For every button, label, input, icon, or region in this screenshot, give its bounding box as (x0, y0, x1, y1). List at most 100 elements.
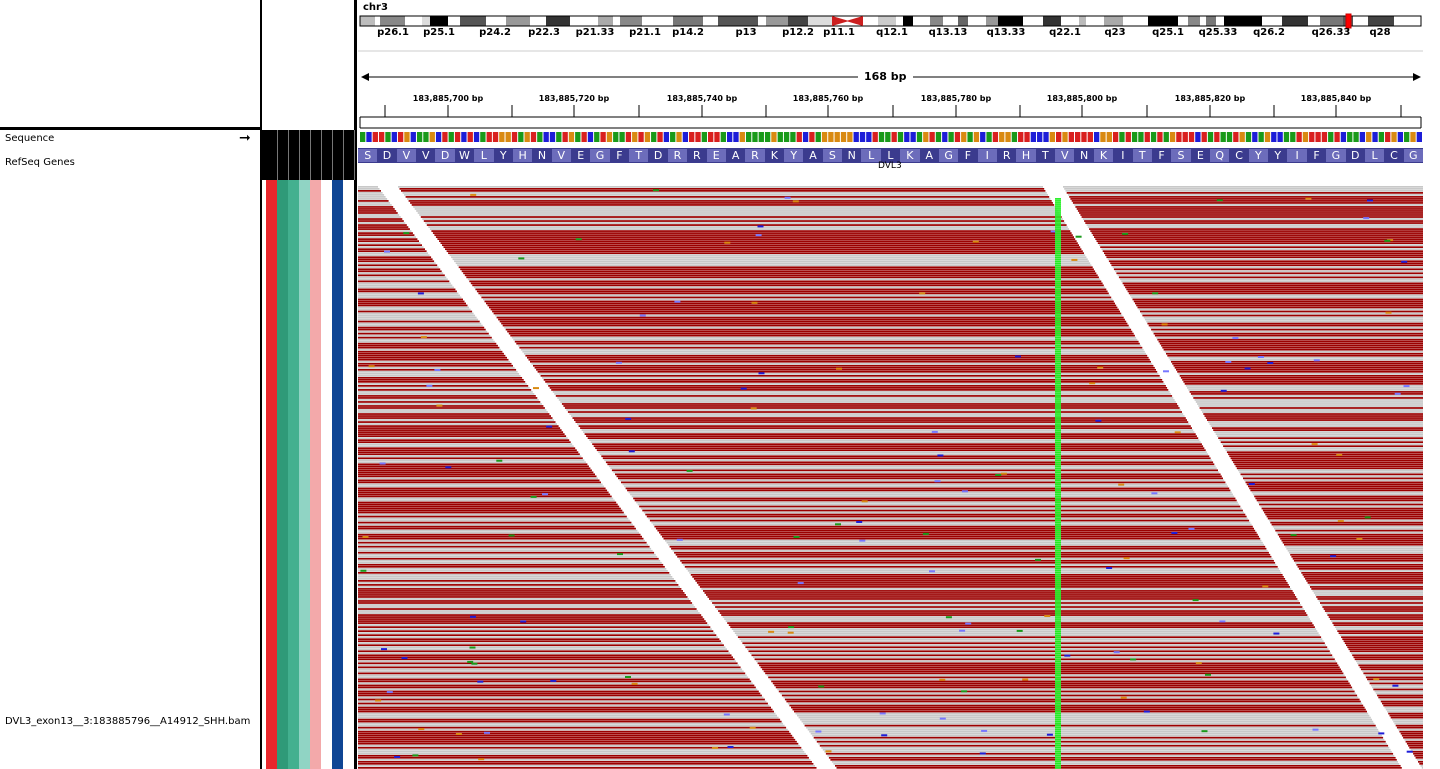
read[interactable] (434, 234, 1073, 236)
read[interactable] (1382, 702, 1423, 705)
base-block[interactable] (935, 132, 942, 142)
variant-base[interactable] (1055, 666, 1061, 669)
read[interactable] (1123, 284, 1423, 287)
read[interactable] (1321, 604, 1423, 606)
read[interactable] (1153, 332, 1423, 335)
read[interactable] (358, 754, 808, 757)
read[interactable] (1148, 324, 1423, 327)
read[interactable] (358, 748, 803, 751)
variant-base[interactable] (1055, 433, 1061, 435)
read[interactable] (1152, 330, 1423, 333)
read[interactable] (686, 567, 1279, 570)
read[interactable] (358, 344, 498, 347)
read[interactable] (1105, 254, 1423, 257)
base-block[interactable] (473, 132, 480, 142)
variant-base[interactable] (1055, 350, 1061, 353)
read[interactable] (358, 730, 790, 733)
base-block[interactable] (448, 132, 454, 142)
variant-base[interactable] (1055, 690, 1061, 693)
read[interactable] (358, 220, 404, 222)
read[interactable] (358, 483, 603, 486)
read[interactable] (1169, 358, 1423, 361)
variant-base[interactable] (1055, 338, 1061, 341)
read[interactable] (1308, 584, 1423, 586)
base-block[interactable] (999, 132, 1005, 142)
read[interactable] (1214, 431, 1423, 433)
read[interactable] (358, 734, 793, 737)
read[interactable] (1369, 682, 1423, 685)
variant-base[interactable] (1055, 517, 1061, 520)
read[interactable] (358, 489, 608, 492)
read[interactable] (443, 246, 1081, 249)
base-block[interactable] (1011, 132, 1018, 142)
read[interactable] (358, 762, 814, 765)
base-block[interactable] (992, 132, 999, 142)
read[interactable] (358, 652, 730, 655)
read[interactable] (1080, 214, 1423, 216)
read[interactable] (1177, 370, 1423, 373)
variant-base[interactable] (1055, 724, 1061, 727)
ideogram-band[interactable] (1282, 16, 1308, 26)
base-block[interactable] (1043, 132, 1049, 142)
base-block[interactable] (568, 132, 575, 142)
read[interactable] (358, 278, 448, 281)
base-block[interactable] (360, 132, 366, 142)
read[interactable] (504, 326, 1130, 329)
read[interactable] (607, 463, 1215, 466)
ideogram-band[interactable] (546, 16, 570, 26)
variant-base[interactable] (1055, 596, 1061, 598)
read[interactable] (578, 425, 1191, 427)
read[interactable] (610, 467, 1217, 470)
variant-base[interactable] (1055, 720, 1061, 723)
read[interactable] (358, 535, 642, 538)
read[interactable] (637, 503, 1240, 506)
read[interactable] (1101, 248, 1424, 251)
read[interactable] (613, 471, 1220, 474)
read[interactable] (634, 499, 1237, 502)
base-block[interactable] (518, 132, 524, 142)
base-block[interactable] (372, 132, 378, 142)
variant-base[interactable] (1055, 324, 1061, 327)
variant-base[interactable] (1055, 706, 1061, 709)
read[interactable] (1207, 419, 1423, 421)
variant-base[interactable] (1055, 626, 1061, 628)
read[interactable] (703, 590, 1293, 592)
read[interactable] (358, 561, 662, 564)
read[interactable] (358, 746, 802, 749)
base-block[interactable] (1404, 132, 1410, 142)
variant-base[interactable] (1055, 610, 1061, 612)
variant-base[interactable] (1055, 240, 1061, 242)
variant-base[interactable] (1055, 445, 1061, 448)
base-block[interactable] (1037, 132, 1043, 142)
variant-base[interactable] (1055, 216, 1061, 218)
variant-base[interactable] (1055, 547, 1061, 550)
read[interactable] (794, 710, 1367, 713)
base-block[interactable] (1328, 132, 1334, 142)
read[interactable] (567, 411, 1182, 413)
base-block[interactable] (954, 132, 961, 142)
read[interactable] (481, 296, 1112, 299)
read[interactable] (1420, 764, 1424, 767)
variant-base[interactable] (1055, 638, 1061, 641)
read[interactable] (358, 216, 401, 218)
variant-base[interactable] (1055, 692, 1061, 695)
read[interactable] (358, 604, 694, 606)
base-block[interactable] (1290, 132, 1296, 142)
read[interactable] (630, 493, 1233, 496)
read[interactable] (795, 712, 1369, 715)
attribute-header-cell[interactable] (288, 130, 300, 180)
attribute-header-cell[interactable] (343, 130, 355, 180)
read[interactable] (358, 529, 638, 532)
read[interactable] (1328, 616, 1423, 618)
read[interactable] (1090, 230, 1423, 232)
read[interactable] (1234, 463, 1423, 466)
base-block[interactable] (689, 132, 695, 142)
read[interactable] (1408, 744, 1423, 747)
read[interactable] (1108, 260, 1423, 263)
read[interactable] (1339, 634, 1423, 637)
read[interactable] (1346, 644, 1423, 647)
read[interactable] (1118, 276, 1423, 279)
read[interactable] (530, 360, 1151, 363)
read[interactable] (759, 664, 1339, 667)
read[interactable] (1126, 288, 1423, 291)
